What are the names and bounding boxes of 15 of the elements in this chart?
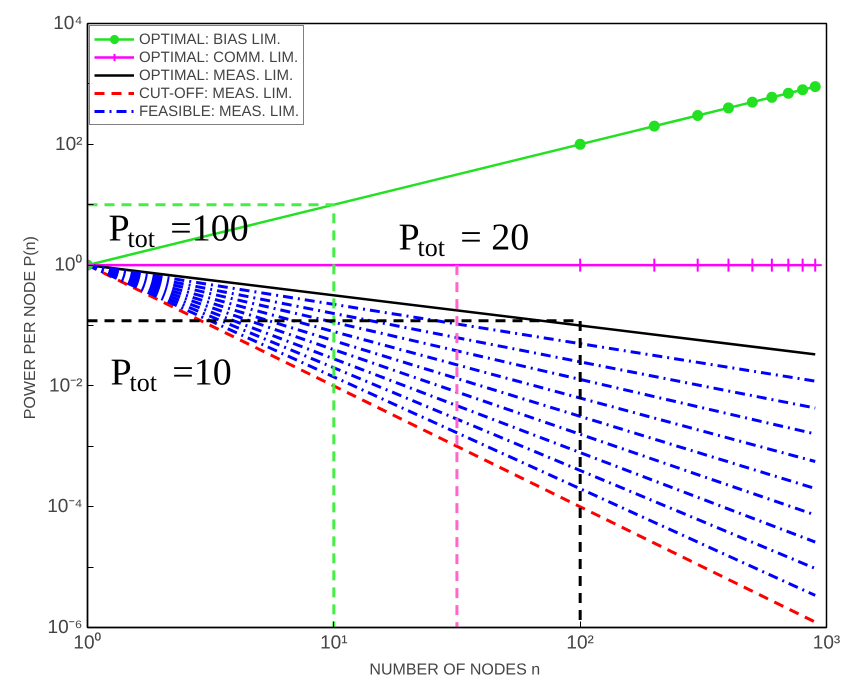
y-tick-label: 10⁻² bbox=[49, 375, 83, 396]
y-tick-label: 10⁻⁴ bbox=[47, 496, 83, 518]
legend-label: OPTIMAL: BIAS LIM. bbox=[139, 30, 281, 48]
x-tick-label: 10¹ bbox=[320, 632, 348, 654]
legend-label: CUT-OFF: MEAS. LIM. bbox=[139, 84, 292, 102]
x-tick-label: 10² bbox=[566, 632, 594, 654]
y-tick-label: 10⁰ bbox=[54, 254, 83, 276]
y-tick-label: 10² bbox=[55, 134, 83, 155]
y-axis-title: POWER PER NODE P(n) bbox=[22, 236, 40, 420]
x-axis-title: NUMBER OF NODES n bbox=[369, 662, 540, 678]
legend-label: FEASIBLE: MEAS. LIM. bbox=[139, 102, 300, 120]
legend-label: OPTIMAL: MEAS. LIM. bbox=[139, 66, 294, 84]
x-tick-label: 10³ bbox=[812, 632, 840, 654]
y-tick-label: 10⁴ bbox=[53, 13, 83, 34]
legend-label: OPTIMAL: COMM. LIM. bbox=[139, 48, 298, 66]
